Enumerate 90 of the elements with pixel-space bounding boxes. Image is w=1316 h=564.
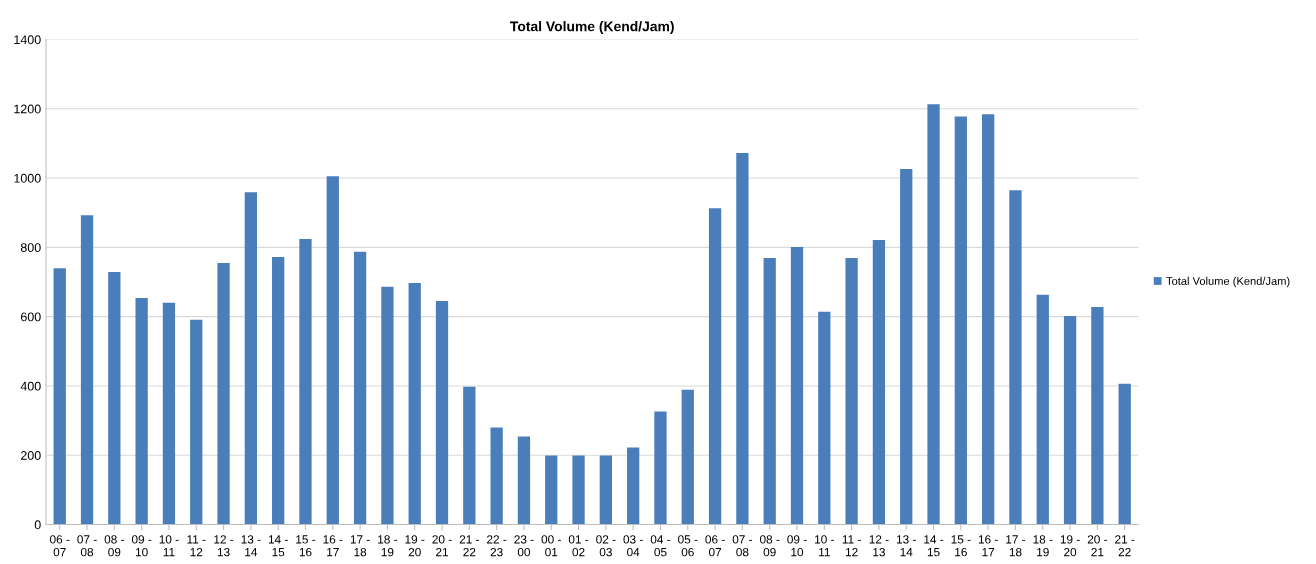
- x-tick-label: 21 - 22: [459, 535, 479, 557]
- x-tick-label: 01 - 02: [568, 535, 589, 557]
- bar: [80, 215, 94, 525]
- bar: [162, 302, 176, 525]
- chart-title: Total Volume (Kend/Jam): [510, 21, 674, 35]
- x-tick-label: 14 - 15: [268, 535, 288, 557]
- x-tick-label: 14 - 15: [924, 535, 944, 557]
- bar: [763, 258, 776, 525]
- bar: [463, 386, 476, 525]
- x-tick-label: 06 - 07: [705, 535, 725, 557]
- bar: [900, 169, 913, 525]
- bar: [545, 455, 558, 525]
- bar: [326, 176, 339, 525]
- x-tick-label: 20 - 21: [1087, 535, 1108, 557]
- x-tick-label: 08 - 09: [104, 535, 124, 557]
- y-tick-label: 400: [20, 381, 41, 391]
- x-tick-label: 00 - 01: [541, 535, 561, 557]
- x-tick-label: 07 - 08: [732, 535, 753, 557]
- bar: [872, 240, 886, 525]
- bar: [1063, 315, 1077, 525]
- bar: [435, 301, 449, 525]
- bar: [599, 455, 612, 525]
- x-tick-label: 02 - 03: [596, 535, 616, 557]
- bar: [1009, 190, 1022, 525]
- x-tick-label: 17 - 18: [350, 535, 370, 557]
- bar: [272, 257, 285, 525]
- x-tick-label: 04 - 05: [650, 535, 671, 557]
- x-tick-label: 03 - 04: [623, 535, 643, 557]
- bar: [353, 251, 367, 525]
- x-tick-label: 15 - 16: [296, 535, 316, 557]
- x-tick-label: 16 - 17: [323, 535, 343, 557]
- bar: [954, 116, 967, 525]
- y-tick-label: 0: [34, 520, 41, 530]
- bar: [299, 239, 312, 525]
- bar: [790, 247, 804, 525]
- bar: [135, 297, 148, 525]
- x-tick-label: 05 - 06: [678, 535, 698, 557]
- legend-label: Total Volume (Kend/Jam): [1166, 276, 1290, 288]
- y-tick-label: 1000: [14, 173, 41, 183]
- x-tick-label: 23 - 00: [514, 535, 534, 557]
- x-tick-label: 19 - 20: [405, 535, 425, 557]
- x-tick-label: 11 - 12: [842, 535, 861, 557]
- y-tick-label: 1400: [14, 35, 41, 45]
- bar: [217, 262, 230, 525]
- x-tick-label: 12 - 13: [214, 535, 234, 557]
- x-tick-label: 06 - 07: [50, 535, 70, 557]
- y-tick-label: 800: [20, 243, 41, 253]
- bar: [736, 153, 749, 525]
- x-tick-label: 21 - 22: [1115, 535, 1135, 557]
- bar: [845, 258, 858, 525]
- x-tick-label: 17 - 18: [1006, 535, 1026, 557]
- bar: [1036, 294, 1049, 525]
- bar: [1091, 306, 1104, 525]
- bar: [381, 286, 394, 525]
- bar: [1118, 383, 1131, 525]
- bar: [190, 319, 203, 525]
- bar: [572, 455, 585, 525]
- bar: [818, 311, 831, 525]
- x-tick-label: 09 - 10: [787, 535, 807, 557]
- bar: [681, 389, 694, 525]
- x-tick-label: 22 - 23: [487, 535, 507, 557]
- bar: [53, 268, 66, 525]
- bar: [244, 192, 258, 525]
- y-tick-label: 200: [20, 451, 41, 460]
- x-tick-label: 13 - 14: [896, 535, 916, 557]
- bar: [927, 104, 940, 525]
- x-tick-label: 09 - 10: [131, 535, 152, 557]
- bar: [982, 114, 995, 525]
- x-tick-label: 19 - 20: [1060, 535, 1080, 557]
- bar: [517, 436, 531, 525]
- x-tick-label: 20 - 21: [432, 535, 452, 557]
- x-tick-label: 07 - 08: [77, 535, 97, 557]
- x-tick-label: 11 - 12: [187, 535, 206, 557]
- bar: [108, 271, 121, 525]
- x-tick-label: 16 - 17: [978, 535, 998, 557]
- bar: [490, 427, 503, 525]
- x-tick-label: 13 - 14: [241, 535, 261, 557]
- bar: [708, 208, 722, 525]
- y-tick-label: 600: [20, 312, 41, 322]
- x-tick-label: 10 - 11: [159, 535, 179, 557]
- x-tick-label: 18 - 19: [1033, 535, 1053, 557]
- x-tick-label: 15 - 16: [951, 535, 971, 557]
- y-tick-label: 1200: [14, 104, 41, 114]
- bar: [654, 411, 667, 525]
- x-tick-label: 12 - 13: [869, 535, 889, 557]
- bar: [627, 447, 640, 525]
- x-tick-label: 18 - 19: [378, 535, 398, 557]
- x-tick-label: 10 - 11: [815, 535, 834, 557]
- bar: [408, 283, 421, 525]
- x-tick-label: 08 - 09: [759, 535, 780, 557]
